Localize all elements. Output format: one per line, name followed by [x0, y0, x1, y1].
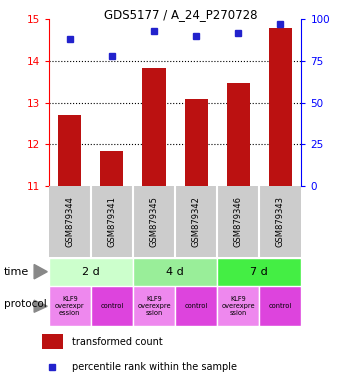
Text: KLF9
overexpre
ssion: KLF9 overexpre ssion — [221, 296, 255, 316]
Text: GSM879344: GSM879344 — [65, 196, 74, 247]
Bar — [217, 286, 259, 326]
Bar — [269, 28, 292, 186]
Polygon shape — [34, 265, 47, 279]
Text: control: control — [184, 303, 208, 309]
Text: 4 d: 4 d — [166, 266, 184, 277]
Text: GDS5177 / A_24_P270728: GDS5177 / A_24_P270728 — [104, 8, 257, 22]
Bar — [49, 258, 133, 286]
Bar — [184, 99, 208, 186]
Bar — [143, 68, 166, 186]
Text: control: control — [269, 303, 292, 309]
Text: GSM879342: GSM879342 — [192, 196, 201, 247]
Text: GSM879343: GSM879343 — [276, 196, 285, 247]
Bar — [175, 286, 217, 326]
Bar — [133, 258, 217, 286]
Bar — [259, 286, 301, 326]
Bar — [133, 286, 175, 326]
Bar — [49, 286, 91, 326]
Text: GSM879346: GSM879346 — [234, 196, 243, 247]
Bar — [42, 334, 63, 349]
Text: control: control — [100, 303, 123, 309]
Text: protocol: protocol — [4, 299, 47, 309]
Text: GSM879341: GSM879341 — [108, 196, 116, 247]
Text: transformed count: transformed count — [72, 337, 163, 347]
Bar — [217, 258, 301, 286]
Text: GSM879345: GSM879345 — [149, 196, 158, 247]
Bar — [58, 115, 81, 186]
Polygon shape — [34, 300, 47, 312]
Bar — [100, 151, 123, 186]
Bar — [91, 286, 133, 326]
Bar — [227, 83, 250, 186]
Text: KLF9
overexpre
ssion: KLF9 overexpre ssion — [137, 296, 171, 316]
Text: time: time — [4, 266, 29, 277]
Text: percentile rank within the sample: percentile rank within the sample — [72, 362, 237, 372]
Text: KLF9
overexpr
ession: KLF9 overexpr ession — [55, 296, 84, 316]
Text: 7 d: 7 d — [251, 266, 268, 277]
Text: 2 d: 2 d — [82, 266, 100, 277]
